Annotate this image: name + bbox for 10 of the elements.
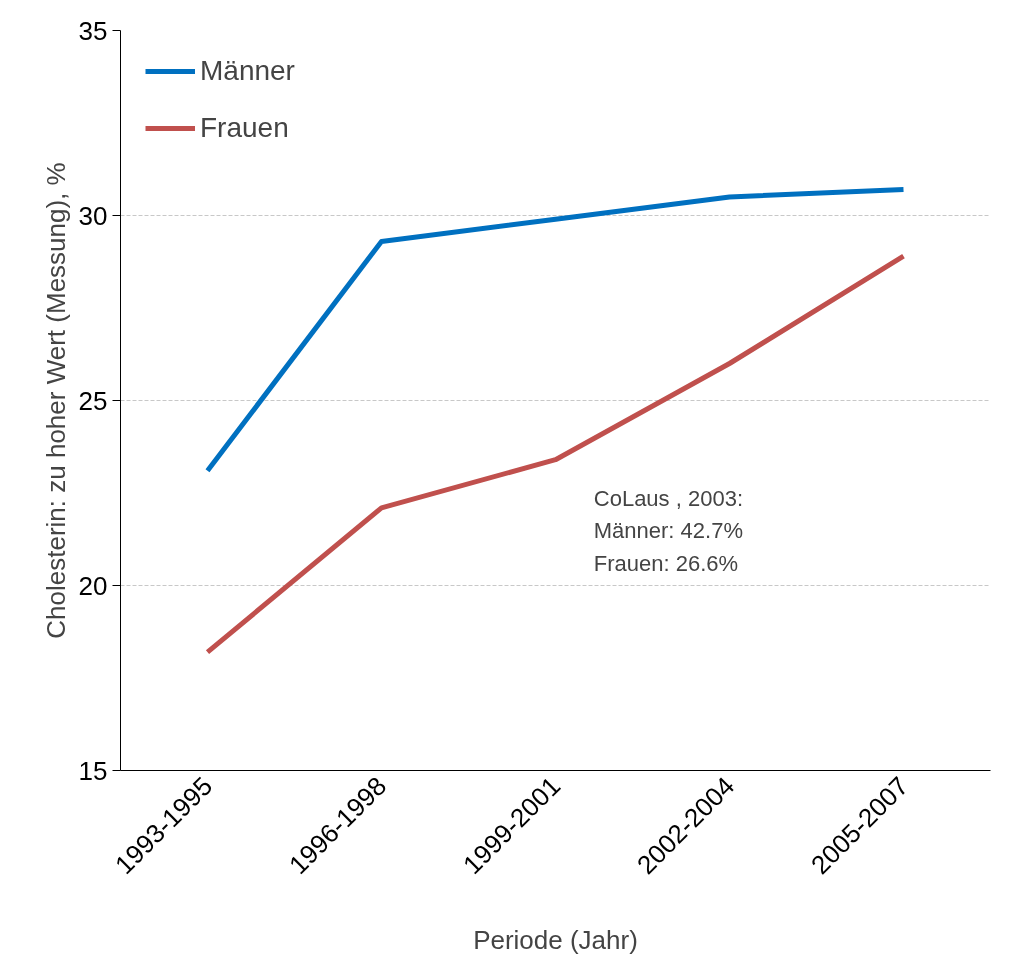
y-tick-label: 30 [78, 200, 108, 231]
legend-label: Frauen [200, 112, 289, 144]
y-tick-label: 20 [78, 570, 108, 601]
y-axis-title: Cholesterin: zu hoher Wert (Messung), % [40, 162, 71, 639]
legend-label: Männer [200, 55, 295, 87]
y-tick-label: 15 [78, 755, 108, 786]
y-tick-label: 35 [78, 15, 108, 46]
x-axis-title: Periode (Jahr) [473, 925, 638, 956]
y-tick-label: 25 [78, 385, 108, 416]
annotation: CoLaus , 2003: Männer: 42.7% Frauen: 26.6% [593, 485, 744, 576]
